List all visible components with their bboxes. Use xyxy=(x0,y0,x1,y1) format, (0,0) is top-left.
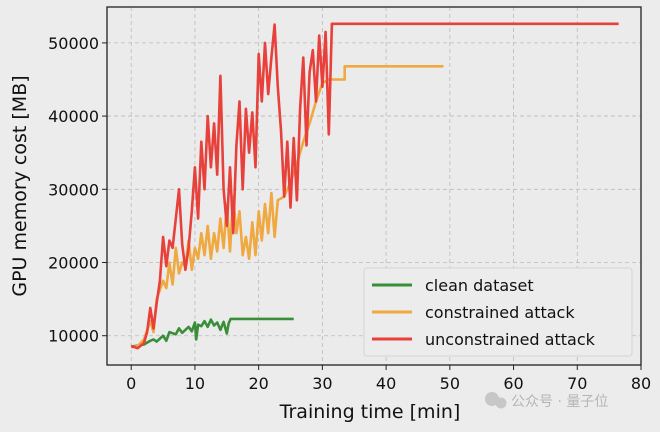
x-tick-label: 10 xyxy=(185,374,205,393)
x-tick-label: 30 xyxy=(312,374,332,393)
legend-box xyxy=(363,267,633,357)
y-axis-label: GPU memory cost [MB] xyxy=(9,75,31,296)
x-tick-label: 70 xyxy=(567,374,587,393)
wechat-icon-small xyxy=(495,397,507,409)
legend-label: clean dataset xyxy=(425,276,534,295)
series-line-2 xyxy=(130,22,619,350)
y-tick-label: 30000 xyxy=(48,180,99,199)
y-tick-label: 10000 xyxy=(48,327,99,346)
series-lines xyxy=(130,22,619,350)
x-tick-label: 20 xyxy=(248,374,268,393)
watermark: 公众号 · 量子位 xyxy=(485,392,608,410)
x-tick-label: 80 xyxy=(631,374,651,393)
legend: clean dataset constrained attack unconstra… xyxy=(363,267,633,357)
watermark-text: 公众号 · 量子位 xyxy=(511,394,608,410)
y-tick-label: 20000 xyxy=(48,254,99,273)
axes-frame xyxy=(106,6,642,366)
legend-label: constrained attack xyxy=(425,303,575,322)
ticks: 0 10 20 30 40 50 60 70 80 10000 20000 30000 40000 500… xyxy=(48,34,651,393)
x-tick-label: 60 xyxy=(503,374,523,393)
legend-label: unconstrained attack xyxy=(425,330,596,349)
series-line-0 xyxy=(130,317,294,348)
x-axis-label: Training time [min] xyxy=(279,401,461,423)
x-tick-label: 40 xyxy=(376,374,396,393)
wechat-icon xyxy=(485,392,499,406)
y-tick-label: 50000 xyxy=(48,34,99,53)
x-tick-label: 50 xyxy=(440,374,460,393)
y-tick-label: 40000 xyxy=(48,107,99,126)
x-tick-label: 0 xyxy=(126,374,136,393)
